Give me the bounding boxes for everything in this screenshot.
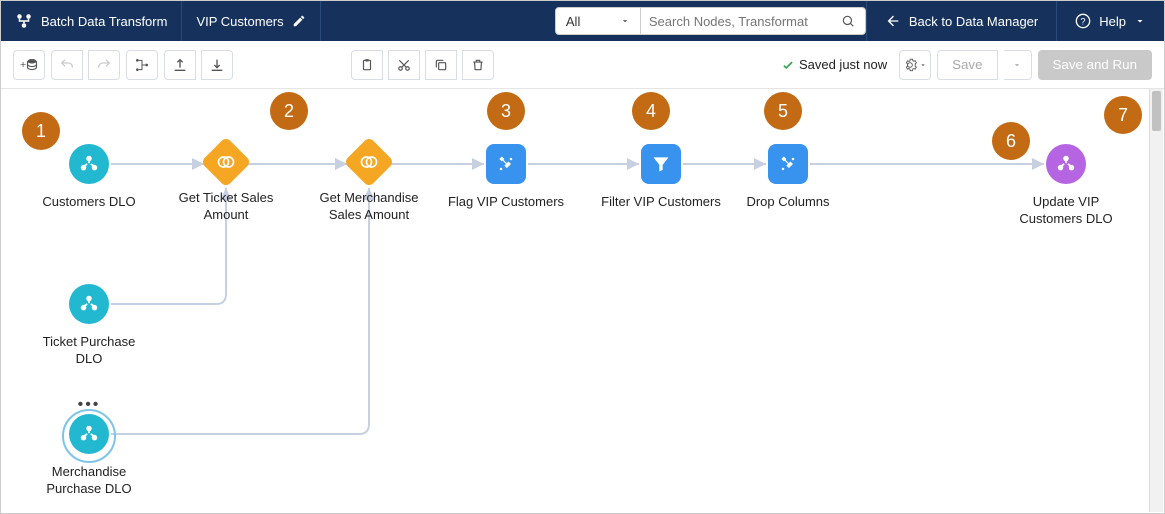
node-label: Get Merchandise Sales Amount (309, 190, 429, 224)
annotation-badge: 4 (632, 92, 670, 130)
paste-button[interactable] (351, 50, 383, 80)
node-icon[interactable] (201, 137, 252, 188)
help-button[interactable]: ? Help (1056, 1, 1164, 41)
help-label: Help (1099, 14, 1126, 29)
check-icon (781, 58, 795, 72)
chevron-down-icon (1134, 15, 1146, 27)
node-label: Filter VIP Customers (601, 194, 721, 211)
flow-node[interactable]: Get Ticket Sales Amount (166, 144, 286, 224)
flow-node[interactable]: •••Merchandise Purchase DLO (29, 414, 149, 498)
save-status: Saved just now (781, 57, 887, 72)
node-label: Get Ticket Sales Amount (166, 190, 286, 224)
annotation-badge: 2 (270, 92, 308, 130)
header-center: All (321, 1, 866, 41)
vertical-scrollbar[interactable] (1149, 89, 1163, 512)
toolbar: + Saved just (1, 41, 1164, 89)
app-title: Batch Data Transform (41, 14, 167, 29)
node-icon[interactable] (69, 144, 109, 184)
gear-icon (903, 58, 917, 72)
node-label: Customers DLO (42, 194, 135, 211)
flow-node[interactable]: Drop Columns (728, 144, 848, 211)
app-header: Batch Data Transform VIP Customers All B… (1, 1, 1164, 41)
entity-name: VIP Customers (196, 14, 283, 29)
search-group: All (555, 7, 866, 35)
settings-button[interactable] (899, 50, 931, 80)
node-label: Ticket Purchase DLO (29, 334, 149, 368)
node-label: Update VIP Customers DLO (1006, 194, 1126, 228)
upload-button[interactable] (164, 50, 196, 80)
node-icon[interactable] (768, 144, 808, 184)
flow-node[interactable]: Filter VIP Customers (601, 144, 721, 211)
search-scope-label: All (566, 14, 580, 29)
back-label: Back to Data Manager (909, 14, 1038, 29)
flow-node[interactable]: Flag VIP Customers (446, 144, 566, 211)
annotation-badge: 1 (22, 112, 60, 150)
flow-node[interactable]: Customers DLO (29, 144, 149, 211)
copy-button[interactable] (425, 50, 457, 80)
caret-down-icon (1012, 60, 1022, 70)
node-icon[interactable] (69, 284, 109, 324)
save-and-run-button[interactable]: Save and Run (1038, 50, 1152, 80)
layout-button[interactable] (126, 50, 158, 80)
back-button[interactable]: Back to Data Manager (866, 1, 1056, 41)
node-icon[interactable] (1046, 144, 1086, 184)
help-icon: ? (1075, 13, 1091, 29)
annotation-badge: 7 (1104, 96, 1142, 134)
cut-button[interactable] (388, 50, 420, 80)
node-icon[interactable] (344, 137, 395, 188)
node-label: Flag VIP Customers (448, 194, 564, 211)
redo-button[interactable] (88, 50, 120, 80)
search-icon[interactable] (831, 8, 865, 34)
node-icon[interactable] (641, 144, 681, 184)
edit-icon[interactable] (292, 14, 306, 28)
caret-down-icon (919, 61, 927, 69)
annotation-badge: 3 (487, 92, 525, 130)
flow-canvas[interactable]: Customers DLO Ticket Purchase DLO •••Merch… (1, 89, 1164, 513)
undo-button[interactable] (51, 50, 83, 80)
svg-text:?: ? (1081, 16, 1086, 26)
app-title-section: Batch Data Transform (1, 1, 182, 41)
save-menu-caret[interactable] (1004, 50, 1032, 80)
transform-icon (15, 12, 33, 30)
arrow-left-icon (885, 13, 901, 29)
save-status-text: Saved just now (799, 57, 887, 72)
search-scope-dropdown[interactable]: All (556, 8, 641, 34)
flow-node[interactable]: Update VIP Customers DLO (1006, 144, 1126, 228)
node-icon[interactable] (69, 414, 109, 454)
flow-node[interactable]: Ticket Purchase DLO (29, 284, 149, 368)
node-icon[interactable] (486, 144, 526, 184)
download-button[interactable] (201, 50, 233, 80)
caret-down-icon (620, 16, 630, 26)
search-input[interactable] (641, 8, 831, 34)
node-label: Merchandise Purchase DLO (29, 464, 149, 498)
node-label: Drop Columns (746, 194, 829, 211)
entity-name-section: VIP Customers (182, 1, 320, 41)
delete-button[interactable] (462, 50, 494, 80)
flow-node[interactable]: Get Merchandise Sales Amount (309, 144, 429, 224)
save-button[interactable]: Save (937, 50, 997, 80)
svg-text:+: + (20, 59, 26, 71)
annotation-badge: 5 (764, 92, 802, 130)
add-data-button[interactable]: + (13, 50, 45, 80)
scrollbar-thumb[interactable] (1152, 91, 1161, 131)
annotation-badge: 6 (992, 122, 1030, 160)
